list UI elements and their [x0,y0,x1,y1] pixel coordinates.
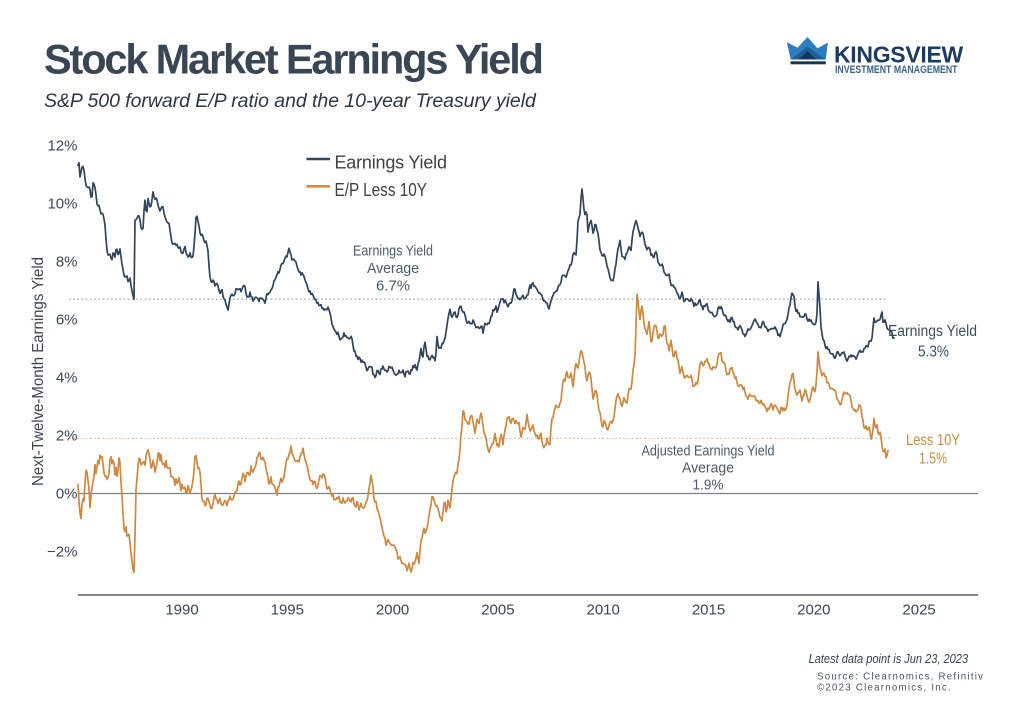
svg-text:©2023 Clearnomics, Inc.: ©2023 Clearnomics, Inc. [817,683,952,694]
svg-text:2020: 2020 [797,602,830,619]
svg-text:Stock Market Earnings Yield: Stock Market Earnings Yield [44,36,542,83]
svg-text:2010: 2010 [587,602,620,619]
svg-text:2%: 2% [56,428,78,445]
svg-text:Less 10Y: Less 10Y [906,432,960,449]
svg-text:10%: 10% [47,196,77,213]
svg-text:4%: 4% [56,370,78,387]
svg-text:−2%: −2% [47,544,77,561]
svg-text:INVESTMENT MANAGEMENT: INVESTMENT MANAGEMENT [835,64,958,76]
svg-text:Earnings Yield: Earnings Yield [888,323,977,340]
svg-text:2005: 2005 [481,602,514,619]
svg-text:KINGSVIEW: KINGSVIEW [834,42,964,68]
svg-text:2025: 2025 [902,602,935,619]
svg-text:Source: Clearnomics, Refinitiv: Source: Clearnomics, Refinitiv [817,672,984,683]
svg-text:Adjusted Earnings Yield: Adjusted Earnings Yield [642,443,775,459]
svg-text:1.5%: 1.5% [919,451,947,468]
svg-text:Average: Average [367,261,419,277]
svg-text:12%: 12% [47,138,77,155]
svg-text:S&P 500 forward E/P ratio and: S&P 500 forward E/P ratio and the 10-yea… [44,90,537,112]
svg-text:0%: 0% [56,486,78,503]
svg-text:Latest data point is Jun 23, 2: Latest data point is Jun 23, 2023 [809,651,969,666]
svg-text:2015: 2015 [692,602,725,619]
svg-text:1.9%: 1.9% [693,478,724,494]
svg-text:Earnings Yield: Earnings Yield [335,152,447,172]
svg-text:2000: 2000 [376,602,409,619]
svg-text:6.7%: 6.7% [376,279,410,295]
svg-text:Earnings Yield: Earnings Yield [353,243,433,259]
svg-text:Average: Average [682,460,734,476]
svg-text:6%: 6% [56,312,78,329]
svg-text:8%: 8% [56,254,78,271]
svg-text:1995: 1995 [271,602,304,619]
svg-text:5.3%: 5.3% [918,344,949,361]
svg-text:1990: 1990 [165,602,198,619]
svg-text:E/P Less 10Y: E/P Less 10Y [335,180,428,200]
svg-text:Next-Twelve-Month Earnings Yie: Next-Twelve-Month Earnings Yield [30,257,47,486]
